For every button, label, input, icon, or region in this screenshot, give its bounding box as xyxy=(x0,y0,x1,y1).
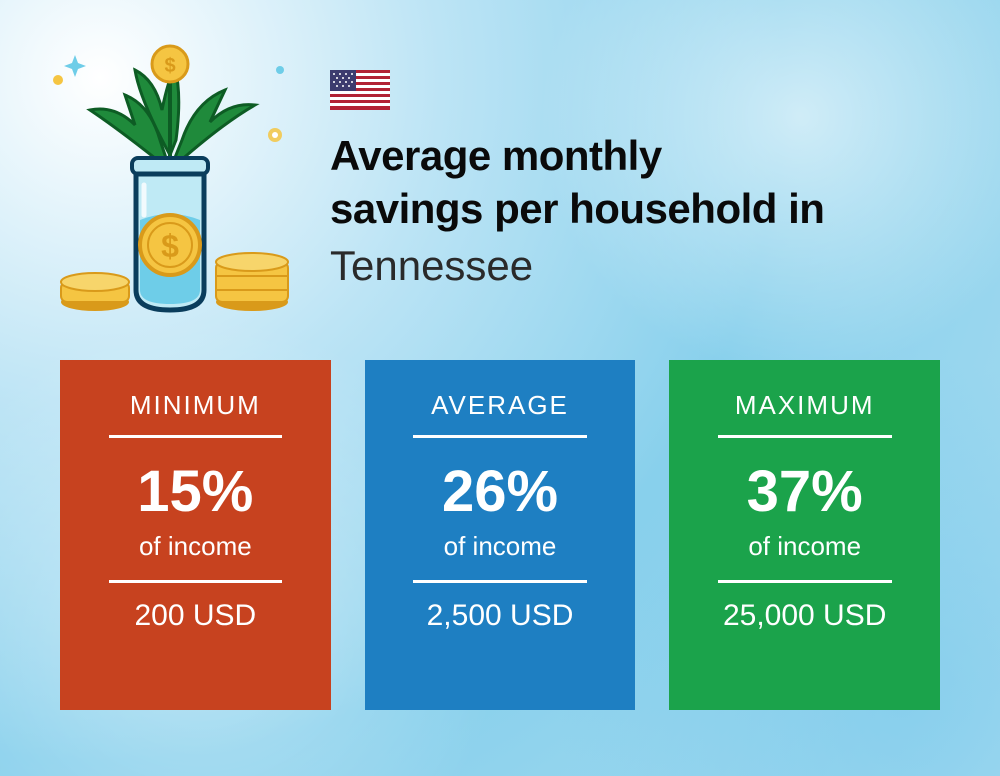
title-block: Average monthly savings per household in… xyxy=(330,40,940,294)
title-line-2: savings per household in xyxy=(330,183,940,236)
card-divider xyxy=(718,435,892,438)
coin-stack-left xyxy=(61,273,129,311)
card-sub: of income xyxy=(139,531,252,562)
card-label: MAXIMUM xyxy=(735,390,875,421)
card-percent: 26% xyxy=(442,458,558,525)
svg-text:$: $ xyxy=(161,228,179,264)
card-minimum: MINIMUM 15% of income 200 USD xyxy=(60,360,331,710)
card-amount: 25,000 USD xyxy=(723,599,886,633)
card-divider xyxy=(413,580,587,583)
card-divider xyxy=(718,580,892,583)
card-sub: of income xyxy=(444,531,557,562)
card-amount: 2,500 USD xyxy=(427,599,574,633)
card-percent: 15% xyxy=(137,458,253,525)
svg-text:$: $ xyxy=(164,55,175,77)
card-label: AVERAGE xyxy=(431,390,569,421)
card-sub: of income xyxy=(748,531,861,562)
stat-cards-row: MINIMUM 15% of income 200 USD AVERAGE 26… xyxy=(0,320,1000,710)
card-label: MINIMUM xyxy=(130,390,261,421)
card-maximum: MAXIMUM 37% of income 25,000 USD xyxy=(669,360,940,710)
header-section: $ $ xyxy=(0,0,1000,320)
title-region: Tennessee xyxy=(330,239,940,294)
us-flag-icon xyxy=(330,70,390,110)
card-average: AVERAGE 26% of income 2,500 USD xyxy=(365,360,636,710)
card-percent: 37% xyxy=(747,458,863,525)
coin-stack-right xyxy=(216,253,288,311)
card-divider xyxy=(109,580,283,583)
savings-jar-illustration: $ $ xyxy=(40,40,300,320)
jar: $ xyxy=(132,158,208,310)
card-amount: 200 USD xyxy=(134,599,256,633)
title-line-1: Average monthly xyxy=(330,130,940,183)
card-divider xyxy=(109,435,283,438)
card-divider xyxy=(413,435,587,438)
